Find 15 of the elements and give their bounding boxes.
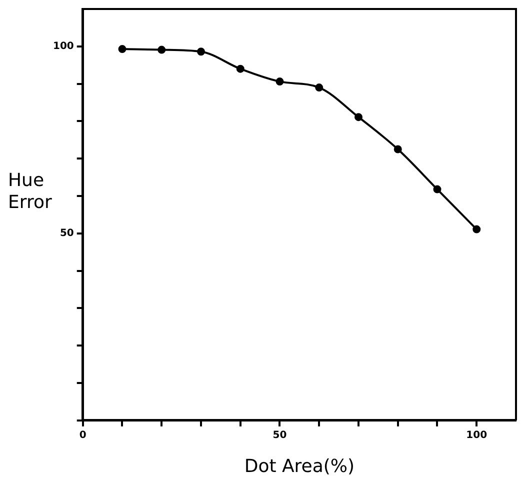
point xyxy=(354,113,362,122)
x-tick-label: 100 xyxy=(466,430,488,441)
point xyxy=(118,45,126,54)
x-tick-label: 0 xyxy=(79,430,86,441)
point xyxy=(433,185,442,194)
point xyxy=(158,46,166,54)
point xyxy=(394,145,402,154)
point xyxy=(276,78,284,86)
point xyxy=(472,225,481,234)
point xyxy=(197,48,205,56)
point xyxy=(315,84,324,92)
x-tick-label: 50 xyxy=(272,430,287,441)
x-axis-title: Dot Area(%) xyxy=(244,456,355,477)
y-axis-title: Hue Error xyxy=(8,170,53,214)
point xyxy=(236,64,244,73)
